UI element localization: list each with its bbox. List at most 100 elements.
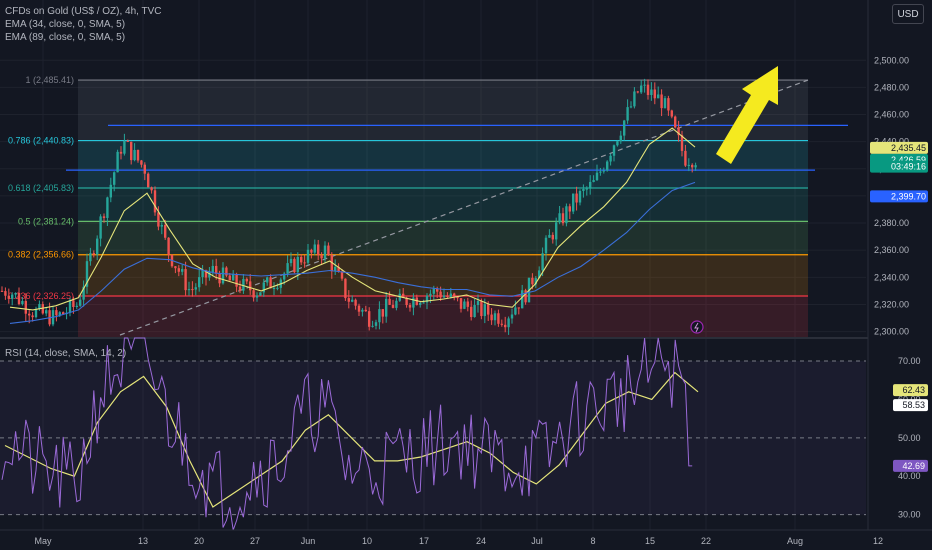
candle-body: [660, 94, 663, 109]
time-tick-label: Jun: [301, 536, 316, 546]
rsi-ma-line: [4, 371, 699, 508]
candle-body: [123, 140, 126, 154]
candle-body: [289, 258, 293, 264]
candle-body: [480, 301, 483, 317]
candle-body: [602, 170, 605, 172]
candle-body: [72, 300, 75, 307]
price-label: 2,435.45: [891, 143, 926, 153]
candle-body: [167, 237, 170, 255]
price-tick-label: 2,460.00: [874, 110, 909, 120]
rsi-tick-label: 50.00: [898, 433, 921, 443]
candle-body: [208, 272, 211, 278]
candle-body: [442, 295, 446, 298]
candle-body: [21, 300, 24, 305]
candle-body: [14, 292, 17, 295]
candle-body: [58, 312, 61, 316]
fib-level-label: 0.786 (2,440.83): [8, 136, 74, 146]
candle-body: [398, 293, 401, 301]
candle-body: [626, 107, 629, 121]
candle-body: [582, 188, 585, 191]
candle-body: [293, 258, 296, 273]
candle-body: [453, 293, 456, 297]
candle-body: [140, 160, 143, 165]
rsi-label-bg: [893, 384, 928, 397]
candle-body: [337, 266, 340, 272]
candle-body: [28, 313, 31, 316]
candle-body: [551, 234, 554, 240]
candle-body: [276, 287, 279, 289]
candle-body: [126, 140, 129, 142]
symbol-title[interactable]: CFDs on Gold (US$ / OZ), 4h, TVC: [5, 6, 162, 17]
candle-body: [650, 89, 653, 95]
candle-body: [419, 302, 422, 305]
candle-body: [92, 253, 95, 255]
candle-body: [646, 84, 650, 95]
candle-body: [504, 324, 507, 328]
candle-body: [538, 270, 541, 279]
candle-body: [544, 237, 548, 254]
candle-body: [395, 300, 398, 308]
candle-body: [272, 288, 276, 290]
candle-body: [269, 277, 272, 289]
candle-body: [55, 310, 58, 316]
candle-body: [592, 180, 595, 182]
candle-body: [153, 190, 157, 213]
ema89-line: [9, 181, 696, 324]
candle-body: [194, 287, 197, 290]
time-tick-label: 20: [194, 536, 204, 546]
fib-level-label: 0.382 (2,356.66): [8, 250, 74, 260]
candle-body: [670, 110, 673, 117]
candle-body: [75, 305, 78, 307]
time-tick-label: 27: [250, 536, 260, 546]
currency-button[interactable]: USD: [892, 4, 924, 24]
candle-body: [354, 299, 357, 306]
candle-body: [371, 325, 374, 327]
candle-body: [633, 91, 636, 107]
candle-body: [266, 277, 269, 283]
candle-body: [425, 295, 429, 303]
candle-body: [439, 291, 442, 298]
candle-body: [510, 314, 514, 319]
candle-body: [211, 265, 214, 273]
candle-body: [177, 268, 180, 272]
fib-level-label: 1 (2,485.41): [25, 75, 74, 85]
candle-body: [7, 295, 10, 299]
candle-body: [388, 298, 391, 305]
candle-body: [344, 278, 347, 299]
candle-body: [330, 255, 333, 272]
candle-body: [616, 141, 619, 146]
candle-body: [609, 155, 612, 162]
candle-body: [674, 116, 677, 128]
candle-body: [82, 286, 85, 300]
price-tick-label: 2,300.00: [874, 327, 909, 337]
rsi-line: [1, 337, 693, 531]
candle-body: [136, 149, 140, 161]
candle-body: [286, 263, 289, 274]
candle-body: [259, 292, 262, 296]
candle-body: [412, 297, 415, 308]
ema89-legend[interactable]: EMA (89, close, 0, SMA, 5): [5, 32, 126, 43]
candle-body: [157, 212, 160, 227]
candle-body: [612, 145, 616, 156]
price-axis-background: [868, 0, 932, 550]
candle-body: [300, 256, 303, 263]
candle-body: [252, 290, 255, 298]
candle-body: [296, 256, 299, 273]
candle-body: [38, 304, 41, 310]
candle-body: [636, 91, 639, 93]
candle-body: [483, 304, 486, 317]
ema34-legend[interactable]: EMA (34, close, 0, SMA, 5): [5, 19, 126, 30]
candle-body: [238, 286, 242, 291]
candle-body: [201, 270, 204, 278]
candle-body: [534, 278, 537, 285]
candle-body: [102, 216, 106, 218]
candle-body: [514, 307, 517, 315]
candle-body: [599, 171, 602, 173]
fib-level-label: 0.618 (2,405.83): [8, 183, 74, 193]
rsi-legend[interactable]: RSI (14, close, SMA, 14, 2): [5, 348, 127, 359]
candle-body: [381, 309, 384, 317]
candle-body: [561, 213, 565, 224]
rsi-tick-label: 40.00: [898, 471, 921, 481]
candle-body: [575, 193, 578, 203]
